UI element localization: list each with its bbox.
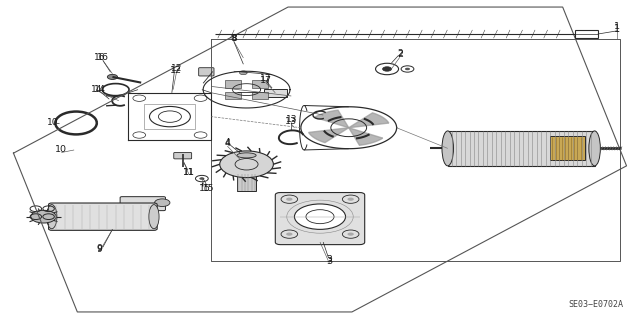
Polygon shape — [315, 110, 349, 128]
Circle shape — [239, 71, 247, 75]
FancyBboxPatch shape — [264, 89, 287, 97]
Text: 9: 9 — [97, 244, 102, 253]
Text: 12: 12 — [170, 66, 182, 75]
Text: 17: 17 — [260, 76, 272, 85]
Text: 11: 11 — [183, 168, 195, 177]
Ellipse shape — [442, 131, 454, 166]
Text: 15: 15 — [199, 184, 211, 193]
Circle shape — [108, 74, 118, 79]
FancyBboxPatch shape — [225, 92, 241, 99]
Circle shape — [199, 177, 204, 180]
Text: 8: 8 — [231, 34, 237, 43]
Ellipse shape — [589, 131, 600, 166]
Text: SE03−E0702A: SE03−E0702A — [568, 300, 623, 309]
Text: 4: 4 — [225, 137, 230, 146]
Text: 10: 10 — [47, 118, 58, 128]
Circle shape — [348, 197, 354, 201]
Circle shape — [294, 204, 346, 229]
FancyBboxPatch shape — [252, 92, 268, 99]
Polygon shape — [349, 113, 389, 128]
Text: 17: 17 — [260, 74, 271, 83]
FancyBboxPatch shape — [49, 203, 157, 230]
Text: 8: 8 — [231, 34, 237, 43]
Text: 9: 9 — [97, 245, 102, 254]
FancyBboxPatch shape — [225, 80, 241, 88]
Circle shape — [155, 199, 170, 206]
Text: 16: 16 — [97, 53, 109, 62]
Text: 3: 3 — [326, 255, 332, 264]
Circle shape — [405, 68, 410, 70]
Text: 14: 14 — [93, 85, 106, 94]
Text: 14: 14 — [91, 85, 102, 94]
FancyBboxPatch shape — [275, 193, 365, 245]
Ellipse shape — [47, 204, 57, 229]
Circle shape — [31, 210, 56, 223]
Circle shape — [286, 233, 292, 236]
Circle shape — [220, 151, 273, 178]
Text: 2: 2 — [397, 48, 403, 58]
FancyBboxPatch shape — [237, 174, 256, 191]
Text: 13: 13 — [285, 115, 297, 124]
Circle shape — [348, 233, 354, 236]
FancyBboxPatch shape — [198, 68, 214, 76]
Text: 16: 16 — [94, 53, 106, 62]
Text: 1: 1 — [614, 22, 620, 31]
FancyBboxPatch shape — [252, 80, 268, 88]
Circle shape — [383, 67, 392, 71]
Text: 13: 13 — [285, 117, 298, 126]
FancyBboxPatch shape — [173, 152, 191, 159]
Ellipse shape — [149, 204, 159, 229]
Text: 10: 10 — [56, 145, 67, 154]
Text: 3: 3 — [326, 257, 333, 266]
FancyBboxPatch shape — [120, 197, 166, 211]
Text: 1: 1 — [614, 24, 620, 34]
Ellipse shape — [237, 153, 256, 158]
Circle shape — [286, 197, 292, 201]
FancyBboxPatch shape — [550, 136, 585, 160]
Text: 4: 4 — [225, 139, 230, 148]
FancyBboxPatch shape — [448, 131, 595, 166]
Polygon shape — [349, 128, 383, 145]
Text: 11: 11 — [183, 168, 195, 177]
Polygon shape — [308, 128, 349, 143]
Text: 2: 2 — [397, 50, 403, 59]
Text: 12: 12 — [171, 64, 182, 73]
Text: 15: 15 — [202, 184, 214, 193]
